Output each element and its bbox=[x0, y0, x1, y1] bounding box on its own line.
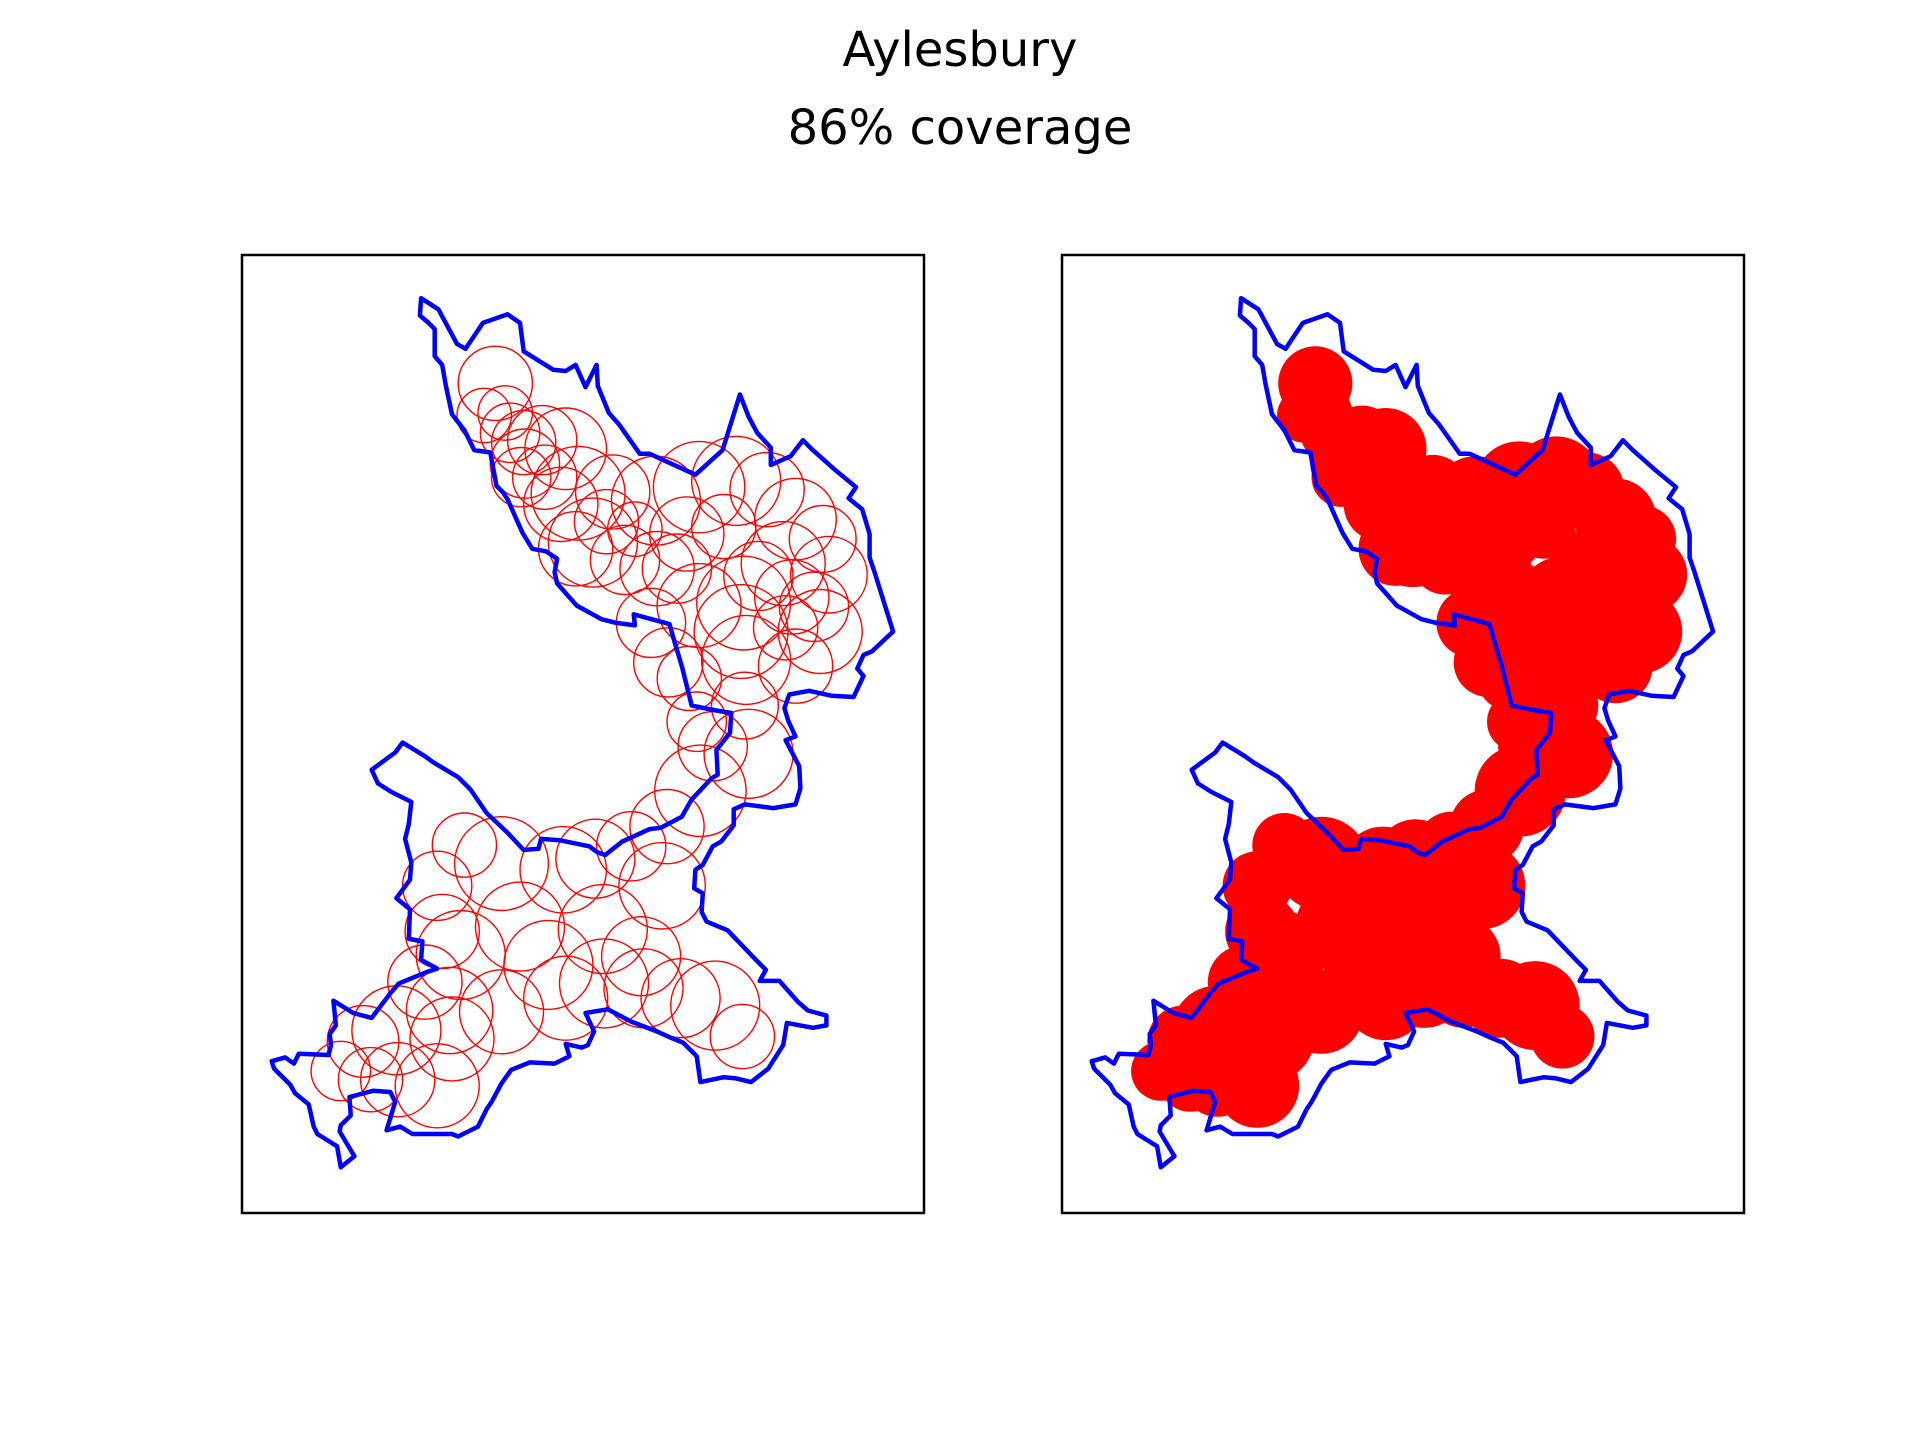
coverage-circle bbox=[506, 404, 578, 476]
coverage-circle bbox=[490, 409, 557, 476]
coverage-circle bbox=[530, 445, 626, 541]
coverage-circle bbox=[326, 1004, 400, 1078]
coverage-circle bbox=[641, 533, 713, 604]
coverage-circle bbox=[654, 744, 747, 838]
coverage-circle bbox=[740, 520, 826, 607]
coverage-circle bbox=[618, 841, 706, 930]
coverage-circle bbox=[1358, 511, 1433, 586]
coverage-circle bbox=[574, 454, 651, 530]
coverage-circle bbox=[547, 497, 639, 588]
chart-title: Aylesbury bbox=[842, 22, 1078, 78]
coverage-circle bbox=[1438, 842, 1526, 929]
coverage-circle bbox=[670, 960, 761, 1051]
coverage-circle bbox=[456, 387, 513, 444]
coverage-circle bbox=[490, 446, 552, 508]
coverage-circle bbox=[394, 1043, 480, 1129]
coverage-circle bbox=[709, 1003, 776, 1070]
coverage-circle bbox=[752, 595, 819, 661]
coverage-circle bbox=[458, 969, 545, 1055]
coverage-circle bbox=[453, 815, 550, 912]
coverage-circle bbox=[1469, 496, 1544, 572]
coverage-circle bbox=[666, 691, 728, 753]
right-panel bbox=[1060, 253, 1746, 1215]
coverage-circle bbox=[649, 496, 725, 572]
coverage-circle bbox=[573, 488, 640, 555]
coverage-circle bbox=[757, 628, 834, 704]
coverage-circle bbox=[1427, 501, 1483, 557]
coverage-circle bbox=[1311, 447, 1371, 507]
coverage-circle bbox=[691, 435, 782, 527]
coverage-circle bbox=[523, 955, 609, 1041]
coverage-circle bbox=[693, 583, 789, 680]
coverage-circle bbox=[337, 1046, 404, 1113]
coverage-circle bbox=[652, 440, 746, 534]
coverage-circle bbox=[656, 562, 742, 649]
coverage-circle bbox=[595, 811, 667, 882]
coverage-circle bbox=[1421, 916, 1501, 996]
coverage-circle bbox=[600, 916, 682, 997]
chart-subtitle: 86% coverage bbox=[787, 100, 1133, 156]
coverage-circle bbox=[557, 883, 648, 975]
coverage-circle bbox=[503, 919, 594, 1011]
right-axes-frame bbox=[1060, 253, 1746, 1215]
coverage-circle bbox=[640, 958, 721, 1039]
coverage-circle bbox=[789, 535, 868, 614]
coverage-circle bbox=[710, 671, 780, 740]
coverage-circle bbox=[558, 938, 650, 1029]
coverage-circle bbox=[519, 825, 608, 914]
boundary-outline bbox=[269, 295, 896, 1170]
coverage-circle bbox=[537, 510, 614, 587]
coverage-circle bbox=[523, 466, 599, 543]
coverage-circle bbox=[555, 818, 636, 899]
coverage-circle bbox=[1530, 1004, 1595, 1069]
coverage-circle bbox=[404, 893, 481, 970]
coverage-circle bbox=[415, 909, 506, 1001]
coverage-circle bbox=[633, 627, 704, 698]
coverage-circle bbox=[401, 850, 473, 922]
left-axes-frame bbox=[240, 253, 926, 1215]
coverage-circle bbox=[431, 812, 498, 878]
coverage-circle bbox=[511, 444, 578, 511]
coverage-circle bbox=[387, 944, 463, 1020]
coverage-circle bbox=[778, 571, 850, 643]
coverage-circle bbox=[629, 788, 705, 865]
coverage-circle bbox=[788, 504, 857, 574]
coverage-circle bbox=[310, 1040, 372, 1102]
coverage-circle bbox=[457, 345, 534, 422]
left-panel bbox=[240, 253, 926, 1215]
coverage-circle bbox=[691, 493, 757, 560]
coverage-circle bbox=[729, 451, 805, 528]
coverage-circle bbox=[474, 881, 566, 972]
coverage-circle bbox=[656, 645, 723, 712]
coverage-circle bbox=[405, 966, 494, 1055]
coverage-circle bbox=[1573, 595, 1638, 660]
coverage-circle bbox=[409, 996, 495, 1082]
coverage-circle bbox=[524, 407, 608, 491]
coverage-circle bbox=[1436, 588, 1506, 658]
coverage-circle bbox=[1277, 388, 1332, 443]
coverage-circle bbox=[359, 1041, 436, 1118]
boundary-outline bbox=[1089, 295, 1716, 1170]
coverage-circle bbox=[695, 555, 792, 651]
